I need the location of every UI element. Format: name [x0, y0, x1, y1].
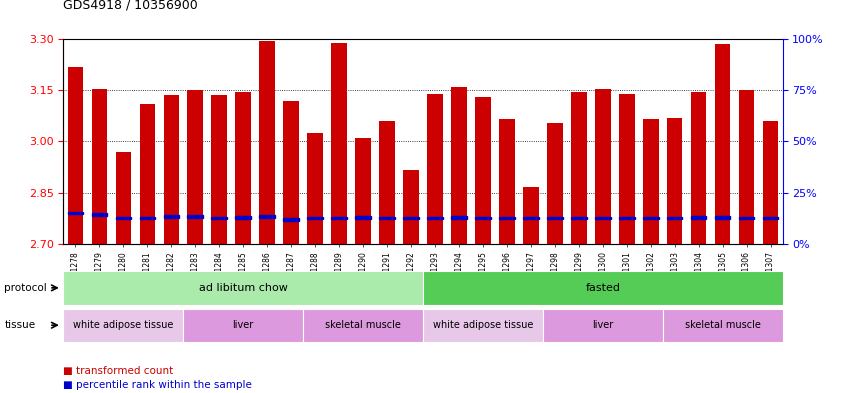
Bar [404, 171, 419, 244]
Text: GDS4918 / 10356900: GDS4918 / 10356900 [63, 0, 198, 12]
Bar [332, 43, 347, 244]
Bar [163, 95, 179, 244]
Text: liver: liver [233, 320, 254, 330]
Bar [379, 217, 395, 219]
Bar [163, 215, 179, 218]
Bar [523, 217, 539, 219]
Bar [667, 217, 683, 219]
Bar [303, 309, 423, 342]
Bar [643, 119, 658, 244]
Bar [543, 309, 662, 342]
Bar [423, 309, 543, 342]
Bar [523, 187, 539, 244]
Bar [188, 90, 203, 244]
Bar [404, 217, 419, 219]
Bar [715, 44, 730, 244]
Bar [307, 133, 323, 244]
Bar [212, 95, 227, 244]
Bar [739, 90, 755, 244]
Bar [116, 152, 131, 244]
Bar [571, 92, 586, 244]
Bar [451, 216, 467, 219]
Text: ■ percentile rank within the sample: ■ percentile rank within the sample [63, 380, 252, 390]
Bar [91, 213, 107, 216]
Text: ■ transformed count: ■ transformed count [63, 366, 173, 376]
Bar [739, 217, 755, 219]
Text: skeletal muscle: skeletal muscle [684, 320, 761, 330]
Bar [283, 219, 299, 221]
Bar [691, 216, 706, 219]
Bar [423, 271, 783, 305]
Bar [427, 217, 442, 219]
Bar [619, 94, 634, 244]
Bar [595, 89, 611, 244]
Bar [667, 118, 683, 244]
Text: fasted: fasted [585, 283, 620, 293]
Bar [763, 121, 778, 244]
Bar [91, 89, 107, 244]
Bar [307, 217, 323, 219]
Bar [116, 217, 131, 219]
Text: white adipose tissue: white adipose tissue [74, 320, 173, 330]
Bar [332, 217, 347, 219]
Bar [475, 217, 491, 219]
Text: skeletal muscle: skeletal muscle [325, 320, 401, 330]
Bar [188, 215, 203, 218]
Text: tissue: tissue [4, 320, 36, 330]
Bar [499, 217, 514, 219]
Bar [140, 217, 155, 219]
Bar [355, 138, 371, 244]
Bar [499, 119, 514, 244]
Bar [212, 217, 227, 219]
Bar [763, 217, 778, 219]
Bar [355, 216, 371, 219]
Text: white adipose tissue: white adipose tissue [433, 320, 533, 330]
Bar [68, 66, 83, 244]
Bar [662, 309, 783, 342]
Text: protocol: protocol [4, 283, 47, 293]
Bar [235, 216, 251, 219]
Bar [379, 121, 395, 244]
Bar [260, 41, 275, 244]
Bar [547, 123, 563, 244]
Text: liver: liver [592, 320, 613, 330]
Bar [547, 217, 563, 219]
Bar [643, 217, 658, 219]
Bar [235, 92, 251, 244]
Bar [283, 101, 299, 244]
Bar [63, 309, 184, 342]
Bar [571, 217, 586, 219]
Bar [595, 217, 611, 219]
Bar [184, 309, 303, 342]
Bar [68, 212, 83, 214]
Text: ad libitum chow: ad libitum chow [199, 283, 288, 293]
Bar [619, 217, 634, 219]
Bar [427, 94, 442, 244]
Bar [451, 87, 467, 244]
Bar [140, 104, 155, 244]
Bar [475, 97, 491, 244]
Bar [63, 271, 423, 305]
Bar [260, 215, 275, 218]
Bar [715, 216, 730, 219]
Bar [691, 92, 706, 244]
